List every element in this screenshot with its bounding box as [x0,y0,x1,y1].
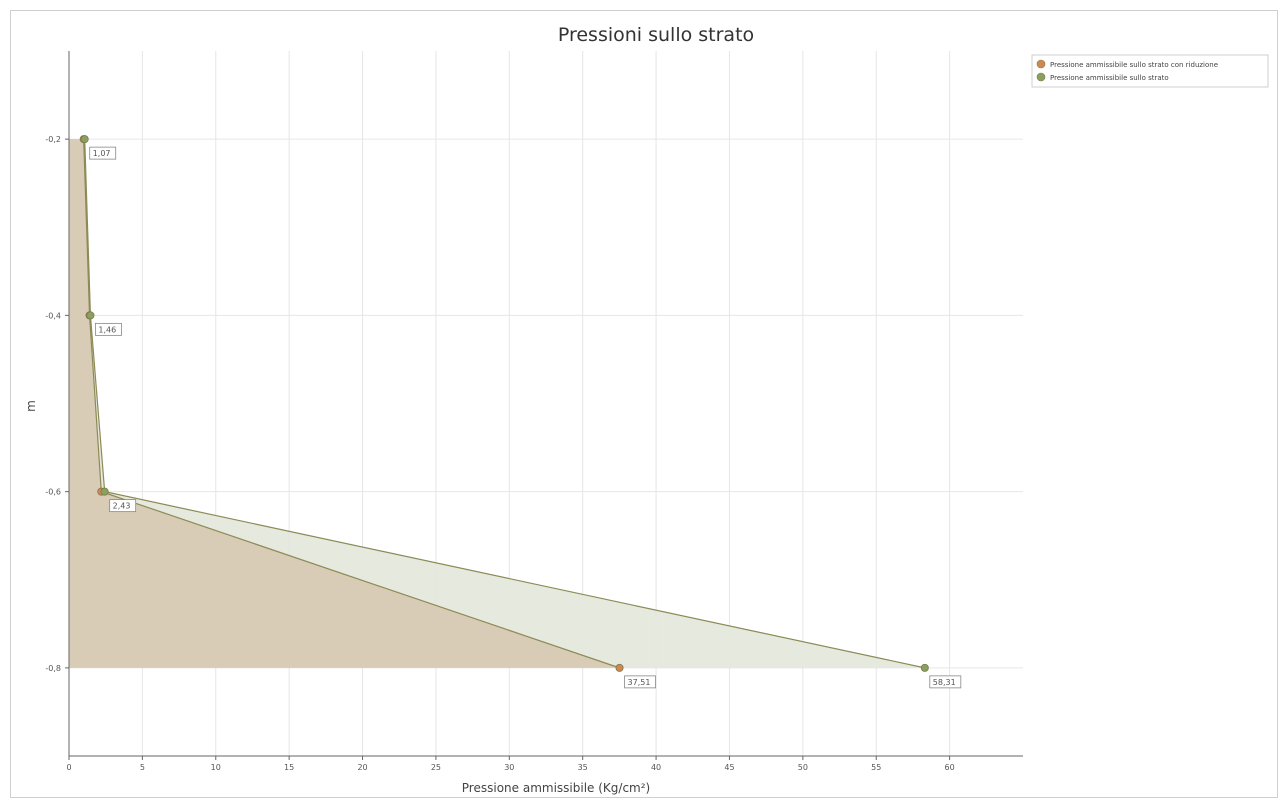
x-tick-label: 35 [578,763,588,772]
series-area [69,139,925,668]
data-point [80,135,89,144]
x-tick-label: 15 [284,763,294,772]
data-point [920,663,929,672]
x-tick-label: 30 [504,763,514,772]
legend-marker [1036,72,1046,82]
data-label-text: 58,31 [933,678,956,687]
chart-svg: Pressioni sullo strato 0 5 10 15 20 25 30 35 40 4… [24,24,1269,795]
x-tick-label: 40 [651,763,661,772]
chart-window: Pressioni sullo strato 0 5 10 15 20 25 30 35 40 4… [10,10,1278,798]
data-label: 1,07 [89,146,117,160]
data-label: 1,46 [95,322,122,336]
data-label-text: 1,46 [98,325,116,334]
x-axis-label: Pressione ammissibile (Kg/cm²) [462,781,650,795]
x-tick-label: 0 [66,763,71,772]
legend-marker [1036,59,1046,69]
y-tick-label: -0,6 [45,488,61,497]
x-tick-label: 25 [431,763,441,772]
legend-label: Pressione ammissibile sullo strato con r… [1050,61,1218,69]
y-tick-label: -0,4 [45,311,61,320]
plot-area: 0 5 10 15 20 25 30 35 40 45 50 55 60 -0,2 -0,4 -0,6 -0,8… [45,51,1023,772]
data-label-box [624,675,656,689]
data-point [100,487,109,496]
chart-title: Pressioni sullo strato [558,24,754,46]
data-label: 58,31 [929,675,962,689]
y-tick-label: -0,2 [45,135,61,144]
x-tick-label: 60 [945,763,955,772]
data-label-box [929,675,962,689]
y-axis-label: m [24,400,38,412]
data-point [86,311,95,320]
data-label-box [95,322,122,336]
legend: Pressione ammissibile sullo strato con r… [1031,54,1269,88]
data-label: 2,43 [109,499,137,513]
x-tick-label: 45 [724,763,734,772]
series-line [84,139,925,669]
series-line [83,139,620,669]
series-area [69,139,620,668]
data-label-text: 2,43 [113,502,131,511]
data-point [615,663,624,672]
x-tick-label: 20 [357,763,367,772]
data-label: 37,51 [624,675,656,689]
y-tick-label: -0,8 [45,664,61,673]
data-label-box [109,499,137,513]
data-label-text: 37,51 [628,678,651,687]
data-label-box [89,146,117,160]
x-tick-label: 55 [871,763,881,772]
x-tick-label: 10 [211,763,221,772]
legend-label: Pressione ammissibile sullo strato [1050,74,1169,82]
x-tick-label: 50 [798,763,808,772]
x-tick-label: 5 [140,763,145,772]
legend-box [1031,54,1269,88]
data-label-text: 1,07 [93,149,111,158]
